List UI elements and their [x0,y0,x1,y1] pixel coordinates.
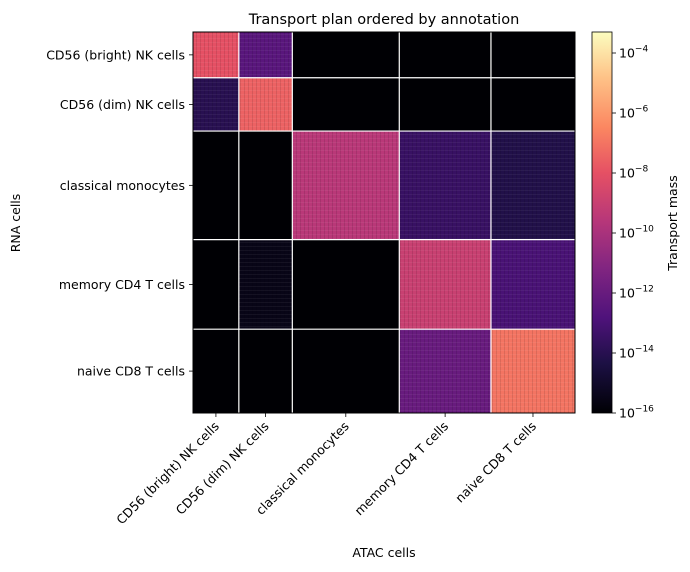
colorbar-ticks: 10−4 10−6 10−8 10−10 10−12 10−14 10−16 [612,45,654,421]
heatmap-cell-texture [238,32,293,78]
y-tick-label: classical monocytes [60,178,185,193]
colorbar-tick-label: 10−4 [619,45,648,61]
colorbar-label: Transport mass [665,175,680,272]
heatmap-cell-texture [490,329,575,413]
heatmap-cell [292,32,400,78]
heatmap-cell-texture [490,131,575,240]
colorbar-tick-label: 10−12 [619,285,654,301]
heatmap-cell-texture [238,77,293,132]
heatmap-cell-texture [490,239,575,330]
heatmap-cell [292,77,400,132]
x-axis-label: ATAC cells [352,545,415,560]
heatmap-cell [399,32,491,78]
chart-title: Transport plan ordered by annotation [248,12,520,28]
colorbar-tick-label: 10−14 [619,345,654,361]
heatmap-cell-texture [238,239,293,330]
y-tick-label: CD56 (dim) NK cells [60,97,185,112]
heatmap-cell-texture [292,131,400,240]
heatmap-cell [238,131,293,240]
heatmap-cell-texture [193,77,239,132]
group-separator-lines [193,32,575,413]
x-tick-label: memory CD4 T cells [351,419,451,519]
y-axis-label: RNA cells [8,194,23,253]
x-tick-label: classical monocytes [253,419,352,518]
plot-frame [192,31,576,414]
heatmap-cells [193,32,575,413]
heatmap-cell-texture [399,329,491,413]
heatmap-cell [490,77,575,132]
x-tick-label: naive CD8 T cells [452,419,539,506]
colorbar [591,31,613,414]
heatmap-cell-texture [399,239,491,330]
y-tick-label: memory CD4 T cells [59,277,185,292]
colorbar-tick-label: 10−10 [619,225,654,241]
colorbar-tick-label: 10−6 [619,105,648,121]
heatmap-cell [292,239,400,330]
heatmap-cell [193,131,239,240]
heatmap-cell [193,239,239,330]
y-tick-label: CD56 (bright) NK cells [46,47,185,62]
colorbar-tick-label: 10−16 [619,405,654,421]
heatmap-cell [399,77,491,132]
heatmap-cell [193,329,239,413]
heatmap-cell [490,32,575,78]
heatmap-cell-texture [193,32,239,78]
y-axis-ticks: CD56 (bright) NK cells CD56 (dim) NK cell… [46,47,193,379]
heatmap-cell-texture [399,131,491,240]
colorbar-tick-label: 10−8 [619,165,648,181]
heatmap-cell [238,329,293,413]
heatmap-cell [292,329,400,413]
y-tick-label: naive CD8 T cells [77,364,185,379]
